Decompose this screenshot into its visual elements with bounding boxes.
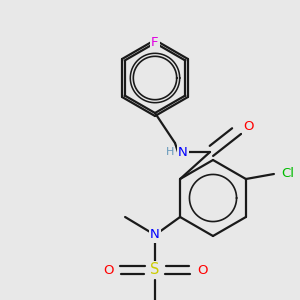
Text: F: F bbox=[151, 37, 159, 50]
Text: O: O bbox=[197, 263, 207, 277]
Text: N: N bbox=[178, 146, 188, 158]
Text: N: N bbox=[150, 229, 160, 242]
Text: O: O bbox=[243, 121, 253, 134]
Text: S: S bbox=[150, 262, 160, 278]
Text: Cl: Cl bbox=[281, 167, 294, 181]
Text: H: H bbox=[166, 147, 174, 157]
Text: O: O bbox=[103, 263, 113, 277]
